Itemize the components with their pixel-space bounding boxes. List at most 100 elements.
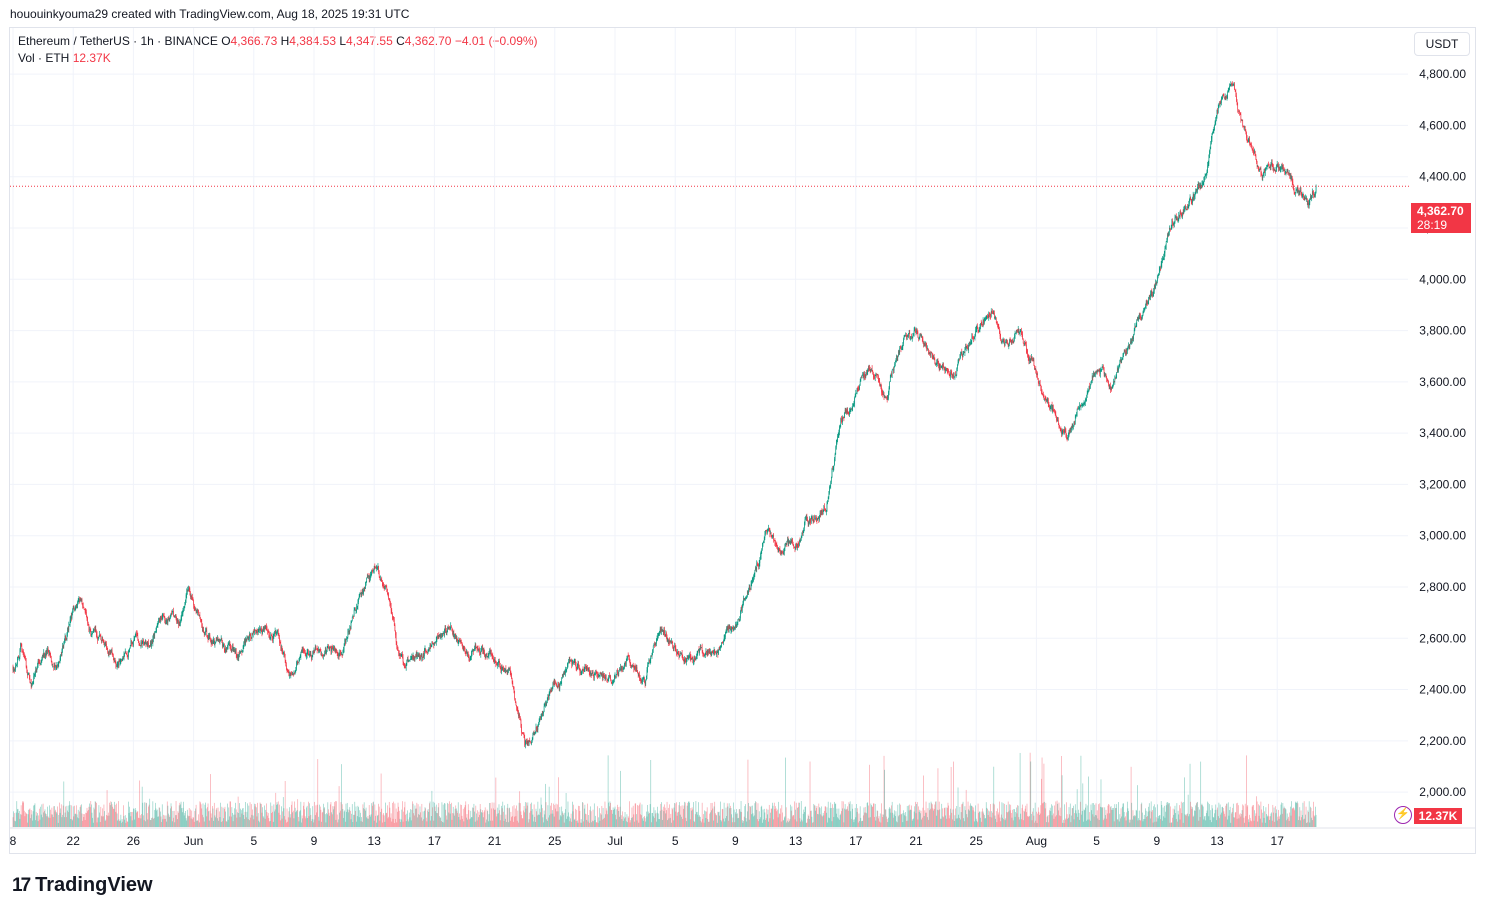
candle-body [1023,343,1025,346]
candle-body [945,368,947,369]
candle-body [434,642,435,646]
volume-bar [337,822,339,827]
candle-body [231,649,233,651]
candle-body [183,606,185,610]
volume-bar [371,805,373,827]
candle-body [640,678,642,681]
candle-body [647,663,649,666]
candle-body [303,650,305,652]
candle-body [301,650,303,651]
volume-bar [523,806,525,827]
volume-bar [519,791,521,827]
volume-bar [330,802,332,827]
x-tick-label: 25 [970,834,984,848]
candle-body [977,328,979,331]
volume-bar [758,811,760,827]
candle-body [922,338,924,343]
candle-body [67,628,68,634]
volume-bar [25,812,26,827]
volume-bar [65,806,67,827]
volume-bar [574,818,576,827]
candle-body [405,667,406,669]
candle-body [787,539,789,544]
volume-bar [144,821,146,827]
candle-body [1012,339,1013,342]
candle-body [45,653,47,655]
volume-bar [250,804,252,827]
volume-bar [382,814,384,827]
volume-bar [632,805,634,827]
candle-body [103,641,105,645]
candle-body [496,664,498,666]
candle-body [743,598,744,603]
candle-body [1031,357,1032,360]
candle-body [493,657,494,660]
volume-bar [767,809,769,827]
candle-body [930,352,932,355]
candle-body [335,649,336,652]
volume-bar [739,808,741,827]
candle-body [662,630,663,632]
volume-bar [101,815,102,827]
candle-body [508,668,509,672]
candle-body [483,649,485,653]
volume-bar [486,819,487,827]
volume-bar [826,807,828,827]
volume-bar [880,822,882,827]
volume-bar [506,807,508,827]
candle-body [287,671,289,672]
candle-body [549,689,551,694]
candle-body [540,716,541,718]
candle-body [731,628,732,630]
volume-bar [808,815,810,827]
candle-body [984,320,985,323]
volume-bar [563,822,565,827]
volume-bar [956,806,958,827]
candle-body [759,559,761,563]
volume-bar [568,816,570,827]
volume-bar [102,816,104,827]
volume-bar [605,808,607,827]
candle-body [365,585,366,589]
candle-body [246,637,248,641]
candle-body [898,351,899,356]
volume-bar [291,801,293,827]
candle-body [1019,333,1020,335]
volume-bar [631,807,633,827]
candle-body [968,344,969,350]
volume-bar [563,814,564,827]
candle-body [850,408,852,411]
candle-body [275,631,277,634]
candle-body [858,388,860,390]
candle-body [341,654,342,656]
candle-body [913,333,914,336]
symbol-title[interactable]: Ethereum / TetherUS · 1h · BINANCE [18,34,218,48]
candle-body [563,673,564,676]
volume-bar [849,801,851,827]
candle-body [664,634,666,636]
candle-body [494,659,496,663]
volume-bar [16,801,18,827]
candle-body [753,574,755,578]
candle-body [271,634,272,636]
volume-legend[interactable]: Vol · ETH 12.37K [18,51,111,65]
volume-bar [112,808,114,827]
volume-bar [783,817,785,827]
volume-bar [698,802,699,827]
currency-button[interactable]: USDT [1414,32,1470,56]
volume-bar [842,801,844,827]
volume-bar [587,803,588,827]
volume-bar [51,807,53,827]
volume-bar [333,806,335,827]
volume-bar [1032,808,1034,827]
candle-body [205,630,207,631]
candle-body [335,649,337,652]
volume-bar [666,801,668,827]
volume-bar [1002,803,1004,827]
volume-bar [303,802,305,827]
candle-body [886,398,888,400]
volume-bar [235,802,236,827]
volume-label[interactable]: Vol · ETH [18,51,70,65]
volume-bar [64,817,65,827]
